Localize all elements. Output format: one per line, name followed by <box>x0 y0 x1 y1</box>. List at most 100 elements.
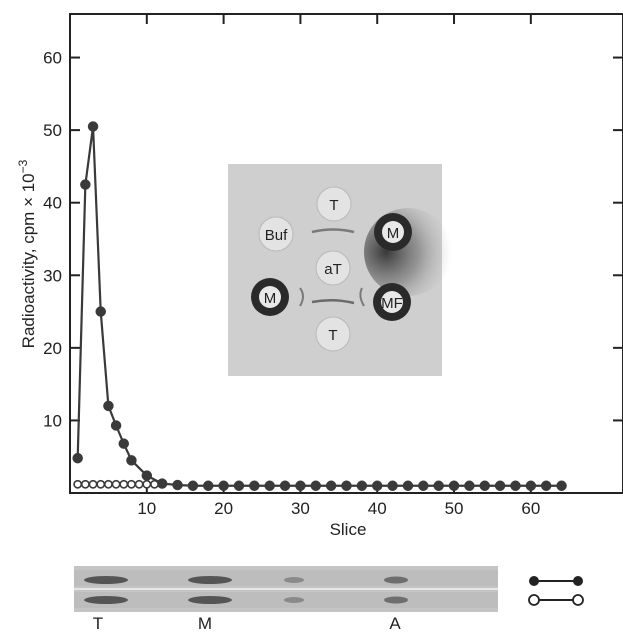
data-point <box>118 438 130 449</box>
data-point <box>464 480 475 491</box>
data-point <box>110 420 122 431</box>
well: M <box>251 278 289 316</box>
well: Buf <box>258 216 294 252</box>
plot-area-frame <box>69 13 623 494</box>
data-point <box>142 479 152 489</box>
y-axis-ticks <box>70 56 623 422</box>
well: M <box>374 213 412 251</box>
data-point <box>249 480 260 491</box>
legend-entry-filled <box>529 576 583 586</box>
gel-lane-label: A <box>389 614 401 632</box>
x-tick-label: 50 <box>445 499 464 518</box>
data-point <box>279 480 291 491</box>
data-point <box>510 480 521 491</box>
gel-band <box>384 576 408 584</box>
data-point <box>95 306 106 317</box>
data-point <box>310 480 322 491</box>
x-tick-label: 10 <box>137 499 156 518</box>
data-point <box>479 480 490 491</box>
gel-band <box>84 576 128 584</box>
gel-band <box>384 596 408 604</box>
precipitin-line <box>311 228 355 234</box>
data-point <box>325 480 337 491</box>
data-point <box>72 452 83 464</box>
x-tick-label: 40 <box>368 499 387 518</box>
data-point <box>80 479 90 489</box>
series-points <box>72 121 567 491</box>
y-tick-label: 30 <box>43 266 62 285</box>
y-axis-tick-labels: 10 20 30 40 50 60 <box>43 49 62 431</box>
data-point <box>371 480 383 491</box>
data-point <box>387 480 398 491</box>
x-tick-label: 30 <box>291 499 310 518</box>
gel-band <box>84 596 128 604</box>
data-point <box>525 480 537 491</box>
y-tick-label: 60 <box>43 49 62 68</box>
x-tick-label: 60 <box>521 499 540 518</box>
gel-lane-label: T <box>93 614 103 632</box>
gel-band <box>188 576 232 584</box>
data-point <box>88 479 98 489</box>
y-tick-label: 20 <box>43 339 62 358</box>
data-point <box>172 479 183 491</box>
data-point <box>73 479 83 489</box>
well-label: aT <box>324 261 342 278</box>
precipitin-line <box>299 287 304 307</box>
data-point <box>494 480 506 491</box>
inset-photo: T Buf M aT M MF T <box>228 164 452 376</box>
data-point <box>218 480 229 491</box>
gel-band <box>284 597 304 603</box>
gel-lane <box>74 570 498 586</box>
data-point <box>264 480 275 491</box>
data-point <box>341 480 352 491</box>
data-point <box>96 479 106 489</box>
data-point <box>295 480 306 491</box>
well-label: M <box>264 290 277 307</box>
well: MF <box>373 283 411 321</box>
well: T <box>315 316 351 352</box>
data-point <box>111 479 121 489</box>
data-point <box>540 480 552 491</box>
data-point <box>80 179 91 190</box>
y-axis-title-main: Radioactivity, cpm × 10 <box>19 173 38 348</box>
gel-band <box>284 577 304 583</box>
x-tick-label: 20 <box>214 499 233 518</box>
well: aT <box>315 250 351 286</box>
y-tick-label: 40 <box>43 194 62 213</box>
well-label: MF <box>381 295 403 312</box>
y-axis-title-exponent: −3 <box>16 159 30 173</box>
y-axis-title: Radioactivity, cpm × 10−3 <box>16 159 38 348</box>
well-label: Buf <box>265 227 288 244</box>
gel-band <box>188 596 232 604</box>
data-point <box>134 479 144 489</box>
data-point <box>556 480 567 491</box>
data-point <box>127 479 136 489</box>
data-point <box>187 480 199 491</box>
chart: 10 20 30 40 50 60 10 20 30 40 50 60 Slice Radioact… <box>16 13 623 539</box>
well: T <box>316 186 352 222</box>
data-point <box>126 455 137 466</box>
precipitin-line <box>311 299 355 305</box>
well-label: T <box>328 327 337 344</box>
well-label: M <box>387 225 400 242</box>
data-point <box>448 480 460 491</box>
data-point <box>233 480 245 491</box>
x-axis-tick-labels: 10 20 30 40 50 60 <box>137 499 540 518</box>
y-tick-label: 10 <box>43 411 62 430</box>
data-point <box>418 480 429 491</box>
gel-lane-label: M <box>198 614 212 632</box>
data-point <box>356 480 368 491</box>
data-point <box>119 479 129 489</box>
data-point <box>141 470 153 481</box>
data-point <box>103 400 114 412</box>
legend <box>528 576 584 606</box>
data-point <box>104 479 113 489</box>
well-label: T <box>329 197 338 214</box>
data-point <box>402 480 414 491</box>
x-axis-title: Slice <box>330 520 367 539</box>
precipitin-line <box>359 287 365 307</box>
data-point <box>87 121 99 132</box>
data-point <box>203 480 214 491</box>
data-point <box>433 480 444 491</box>
